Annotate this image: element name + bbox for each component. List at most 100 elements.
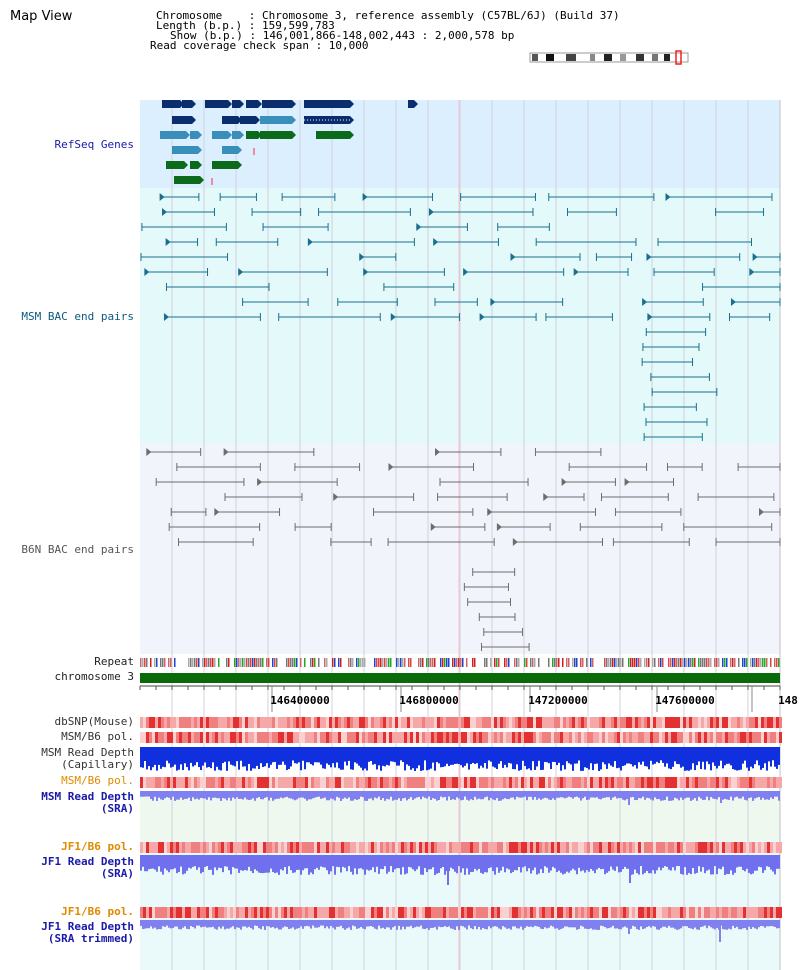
- repeat-block: [586, 658, 588, 667]
- msm-capillary-depth-bar: [274, 747, 276, 762]
- jf1-sra-depth-bar: [598, 855, 600, 868]
- repeat-block: [494, 658, 496, 667]
- msm-b6-pol-heat-cell: [659, 732, 662, 743]
- jf1-b6-pol-heat-cell: [428, 842, 431, 853]
- msm-b6-pol-heat-cell: [671, 732, 674, 743]
- msm-sra-depth-bar: [498, 791, 500, 801]
- jf1-b6-pol-heat-cell: [494, 842, 497, 853]
- msm-b6-pol-heat-cell: [755, 777, 758, 788]
- jf1-trimmed-depth-bar: [240, 920, 242, 930]
- msm-capillary-depth-bar: [764, 747, 766, 764]
- jf1-b6-pol-heat-cell: [608, 907, 611, 918]
- dbsnp-heat-cell: [584, 717, 587, 728]
- dbsnp-heat-cell: [632, 717, 635, 728]
- msm-sra-depth-bar: [392, 791, 394, 801]
- jf1-sra-depth-bar: [150, 855, 152, 869]
- dbsnp-heat-cell: [605, 717, 608, 728]
- dbsnp-heat-cell: [260, 717, 263, 728]
- msm-sra-depth-bar: [326, 791, 328, 801]
- msm-capillary-depth-bar: [296, 747, 298, 764]
- repeat-block: [408, 658, 410, 667]
- jf1-b6-pol-heat-cell: [314, 842, 317, 853]
- msm-b6-pol-heat-cell: [146, 732, 149, 743]
- msm-b6-pol-heat-cell: [578, 777, 581, 788]
- msm-capillary-depth-bar: [478, 747, 480, 769]
- repeat-block: [680, 658, 682, 667]
- repeat-block: [662, 658, 664, 667]
- jf1-b6-pol-heat-cell: [572, 907, 575, 918]
- jf1-b6-pol-heat-cell: [746, 907, 749, 918]
- repeat-block: [764, 658, 766, 667]
- jf1-trimmed-depth-bar: [706, 920, 708, 929]
- jf1-b6-pol-heat-cell: [398, 907, 401, 918]
- msm-b6-pol-heat-cell: [299, 732, 302, 743]
- msm-capillary-depth-bar: [528, 747, 530, 769]
- jf1-b6-pol-heat-cell: [647, 907, 650, 918]
- msm-b6-pol-heat-cell: [413, 777, 416, 788]
- jf1-sra-depth-bar: [262, 855, 264, 874]
- msm-capillary-depth-bar: [746, 747, 748, 768]
- jf1-trimmed-depth-bar: [700, 920, 702, 927]
- msm-sra-depth-bar: [598, 791, 600, 799]
- jf1-sra-depth-bar: [166, 855, 168, 871]
- msm-b6-pol-heat-cell: [464, 732, 467, 743]
- msm-bac-end-marker: [416, 223, 422, 231]
- dbsnp-heat-cell: [635, 717, 638, 728]
- msm-b6-pol-heat-cell: [311, 777, 314, 788]
- jf1-trimmed-depth-bar: [764, 920, 766, 928]
- repeat-block: [218, 658, 220, 667]
- msm-b6-pol-heat-cell: [323, 777, 326, 788]
- dbsnp-heat-cell: [176, 717, 179, 728]
- jf1-b6-pol-heat-cell: [188, 907, 191, 918]
- repeat-block: [250, 658, 252, 667]
- msm-sra-depth-bar: [312, 791, 314, 799]
- msm-b6-pol-heat-cell: [164, 732, 167, 743]
- msm-sra-depth-bar: [478, 791, 480, 799]
- jf1-sra-depth-bar: [534, 855, 536, 868]
- repeat-block: [452, 658, 454, 667]
- msm-sra-depth-bar: [608, 791, 610, 798]
- msm-b6-pol-heat-cell: [251, 777, 254, 788]
- msm-capillary-depth-bar: [760, 747, 762, 770]
- repeat-block: [404, 658, 406, 667]
- repeat-block: [674, 658, 676, 667]
- jf1-trimmed-depth-bar: [366, 920, 368, 927]
- msm-sra-depth-bar: [734, 791, 736, 798]
- jf1-b6-pol-heat-cell: [443, 842, 446, 853]
- dbsnp-heat-cell: [185, 717, 188, 728]
- msm-sra-depth-bar: [778, 791, 780, 801]
- msm-b6-pol-heat-cell: [533, 777, 536, 788]
- msm-capillary-depth-bar: [304, 747, 306, 770]
- msm-b6-pol-heat-cell: [275, 777, 278, 788]
- msm-capillary-depth-bar: [310, 747, 312, 765]
- msm-sra-depth-bar: [184, 791, 186, 799]
- msm-bac-end-marker: [479, 313, 485, 321]
- jf1-trimmed-depth-bar: [304, 920, 306, 927]
- jf1-trimmed-depth-bar: [232, 920, 234, 927]
- msm-sra-depth-bar: [578, 791, 580, 798]
- msm-b6-pol-heat-cell: [734, 732, 737, 743]
- msm-sra-depth-bar: [418, 791, 420, 797]
- msm-b6-pol-heat-cell: [527, 777, 530, 788]
- jf1-b6-pol-heat-cell: [359, 907, 362, 918]
- jf1-trimmed-depth-bar: [338, 920, 340, 927]
- jf1-trimmed-depth-bar: [360, 920, 362, 927]
- jf1-b6-pol-heat-cell: [740, 842, 743, 853]
- msm-sra-depth-bar: [388, 791, 390, 800]
- jf1-trimmed-depth-bar: [252, 920, 254, 930]
- axis-tick-label: 147200000: [528, 694, 588, 707]
- msm-sra-depth-bar: [416, 791, 418, 798]
- jf1-trimmed-depth-bar: [236, 920, 238, 928]
- msm-b6-pol-heat-cell: [374, 732, 377, 743]
- dbsnp-heat-cell: [539, 717, 542, 728]
- msm-b6-pol-heat-cell: [686, 732, 689, 743]
- msm-capillary-depth-bar: [236, 747, 238, 762]
- jf1-trimmed-depth-bar: [696, 920, 698, 930]
- repeat-block: [622, 658, 624, 667]
- jf1-b6-pol-heat-cell: [401, 907, 404, 918]
- msm-capillary-depth-bar: [728, 747, 730, 764]
- jf1-b6-pol-heat-cell: [389, 907, 392, 918]
- msm-sra-depth-bar: [314, 791, 316, 798]
- jf1-trimmed-depth-bar: [550, 920, 552, 926]
